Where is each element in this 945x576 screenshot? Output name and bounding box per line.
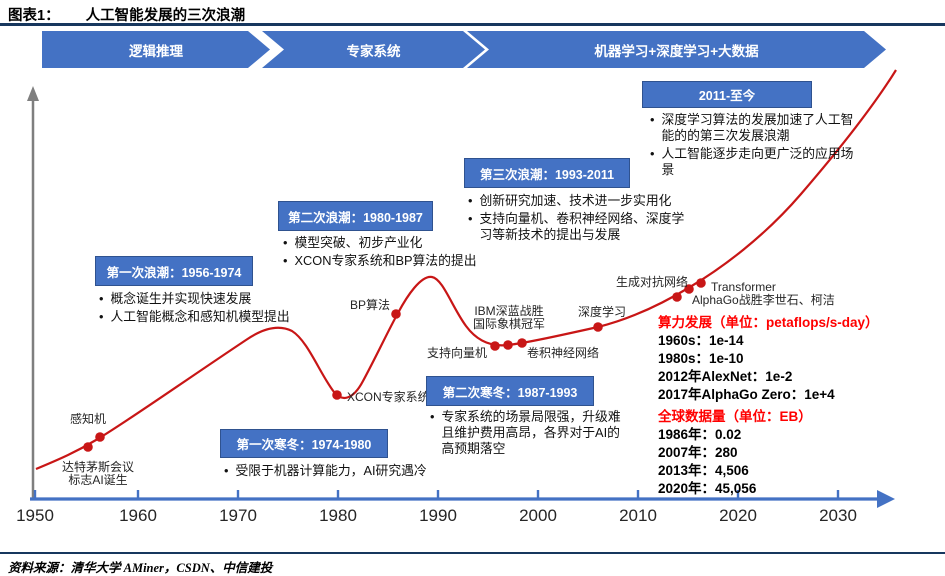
bullet-text: 模型突破、初步产业化	[294, 235, 423, 250]
bullet-text: 创新研究加速、技术进一步实用化	[479, 193, 672, 208]
milestone-perceptron: 感知机	[70, 412, 107, 426]
era-arrow-machine-learning: 机器学习+深度学习+大数据	[467, 31, 886, 68]
dot-dartmouth	[83, 442, 93, 452]
wave1-bullets: 概念诞生并实现快速发展 人工智能概念和感知机模型提出	[97, 291, 290, 327]
data-volume-stat-line: 1986年：0.02	[658, 427, 742, 442]
milestone-dartmouth: 达特茅斯会议 标志AI诞生	[61, 460, 134, 487]
figure-title: 图表1： 人工智能发展的三次浪潮	[8, 4, 245, 25]
era-2011-title-box: 2011-至今	[642, 81, 812, 108]
bullet-text: 深度学习算法的发展加速了人工智能的的第三次发展浪潮	[661, 112, 854, 143]
x-axis-label-1990: 1990	[419, 506, 457, 525]
milestone-alphago: AlphaGo战胜李世石、柯洁	[692, 293, 835, 307]
bullet-text: 人工智能逐步走向更广泛的应用场景	[661, 146, 854, 177]
winter1-title-box: 第一次寒冬：1974-1980	[220, 429, 388, 458]
figure-number: 图表1：	[8, 8, 60, 24]
x-axis-label-2030: 2030	[819, 506, 857, 525]
milestone-transformer: Transformer	[711, 280, 776, 294]
milestone-bp: BP算法	[350, 298, 391, 312]
source-note: 资料来源：清华大学 AMiner，CSDN、中信建投	[8, 561, 273, 575]
x-axis	[30, 490, 895, 508]
bullet-text: 专家系统的场景局限强，升级难且维护费用高昂，各界对于AI的高预期落空	[441, 409, 621, 456]
x-axis-label-1970: 1970	[219, 506, 257, 525]
wave3-title: 第三次浪潮：1993-2011	[479, 167, 615, 182]
dot-svm	[490, 341, 500, 351]
y-axis-arrowhead	[27, 86, 39, 101]
bullet-text: 支持向量机、卷积神经网络、深度学习等新技术的提出与发展	[479, 211, 685, 242]
x-axis-label-2020: 2020	[719, 506, 757, 525]
dot-perceptron	[95, 432, 105, 442]
x-axis-label-1980: 1980	[319, 506, 357, 525]
bullet-text: XCON专家系统和BP算法的提出	[294, 253, 477, 268]
winter1-bullets: 受限于机器计算能力，AI研究遇冷	[222, 463, 427, 481]
dot-bp	[391, 309, 401, 319]
dot-xcon	[332, 390, 342, 400]
data-volume-stats-title: 全球数据量（单位：EB）	[658, 409, 812, 424]
wave2-title: 第二次浪潮：1980-1987	[288, 210, 423, 225]
data-volume-stat-line: 2007年：280	[658, 445, 738, 460]
bullet-text: 人工智能概念和感知机模型提出	[110, 309, 290, 324]
compute-stat-line: 1980s：1e-10	[658, 351, 744, 366]
wave2-title-box: 第二次浪潮：1980-1987	[278, 201, 433, 231]
growth-curve	[35, 69, 897, 471]
winter2-title-box: 第二次寒冬：1987-1993	[426, 376, 594, 406]
y-axis	[27, 86, 39, 500]
milestone-deep-learning: 深度学习	[578, 305, 627, 319]
era-arrow-logic-reasoning: 逻辑推理	[42, 31, 270, 68]
milestone-gan: 生成对抗网络	[616, 275, 689, 289]
figure-title-text: 人工智能发展的三次浪潮	[85, 8, 246, 24]
compute-stat-line: 2017年AlphaGo Zero：1e+4	[658, 387, 835, 402]
milestone-cnn: 卷积神经网络	[527, 346, 600, 360]
era-arrow-label: 逻辑推理	[129, 43, 183, 59]
data-volume-stat-line: 2020年：45,056	[658, 481, 757, 496]
dot-gan	[672, 292, 682, 302]
dot-deep-blue	[503, 340, 513, 350]
x-axis-arrowhead	[877, 490, 895, 508]
compute-stats-title: 算力发展（单位：petaflops/s-day）	[658, 315, 879, 330]
era-2011-title: 2011-至今	[698, 89, 756, 103]
data-volume-stat-line: 2013年：4,506	[658, 463, 749, 478]
milestone-xcon: XCON专家系统	[347, 390, 430, 404]
x-axis-label-1960: 1960	[119, 506, 157, 525]
dot-cnn	[517, 338, 527, 348]
wave3-bullets: 创新研究加速、技术进一步实用化 支持向量机、卷积神经网络、深度学习等新技术的提出…	[466, 193, 692, 245]
x-axis-ticks	[33, 490, 840, 499]
winter1-title: 第一次寒冬：1974-1980	[236, 438, 372, 452]
milestone-deep-blue: IBM深蓝战胜 国际象棋冠军	[472, 304, 545, 331]
compute-stat-line: 1960s：1e-14	[658, 333, 744, 348]
era-arrow-label: 专家系统	[346, 43, 401, 59]
bullet-text: 概念诞生并实现快速发展	[110, 291, 252, 306]
wave1-title-box: 第一次浪潮：1956-1974	[95, 256, 253, 286]
footer-divider	[0, 552, 945, 554]
era-2011-bullets: 深度学习算法的发展加速了人工智能的的第三次发展浪潮 人工智能逐步走向更广泛的应用…	[648, 112, 864, 180]
bullet-text: 受限于机器计算能力，AI研究遇冷	[235, 463, 427, 478]
dot-deep-learning	[593, 322, 603, 332]
stats-block: 算力发展（单位：petaflops/s-day） 1960s：1e-14 198…	[658, 314, 879, 498]
milestone-svm: 支持向量机	[427, 346, 488, 360]
dot-alphago	[684, 284, 694, 294]
winter2-bullets: 专家系统的场景局限强，升级难且维护费用高昂，各界对于AI的高预期落空	[428, 409, 630, 459]
milestone-dots	[83, 278, 706, 452]
wave1-title: 第一次浪潮：1956-1974	[106, 265, 242, 280]
era-arrow-label: 机器学习+深度学习+大数据	[594, 43, 759, 59]
wave3-title-box: 第三次浪潮：1993-2011	[464, 158, 630, 188]
title-divider	[0, 23, 945, 26]
winter2-title: 第二次寒冬：1987-1993	[442, 385, 578, 400]
wave2-bullets: 模型突破、初步产业化 XCON专家系统和BP算法的提出	[281, 235, 477, 271]
x-axis-label-2000: 2000	[519, 506, 557, 525]
dot-transformer	[696, 278, 706, 288]
x-axis-label-1950: 1950	[16, 506, 54, 525]
era-arrow-expert-systems: 专家系统	[262, 31, 485, 68]
x-axis-label-2010: 2010	[619, 506, 657, 525]
compute-stat-line: 2012年AlexNet：1e-2	[658, 369, 793, 384]
